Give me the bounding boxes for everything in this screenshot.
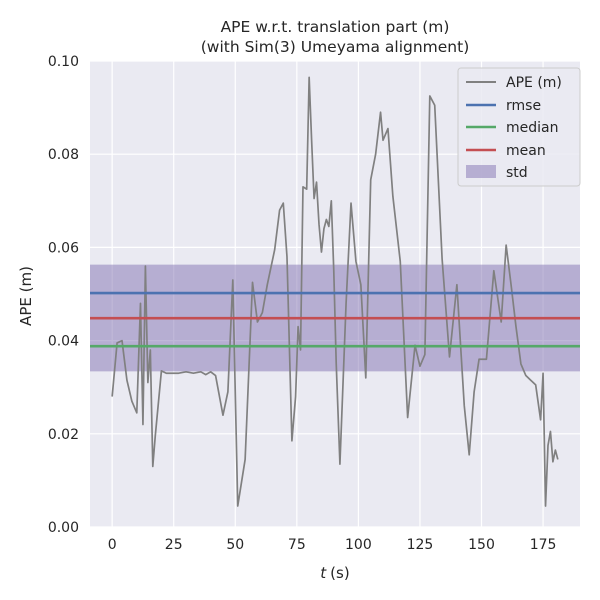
y-tick-label: 0.02 xyxy=(48,427,79,443)
series-layer xyxy=(111,76,559,507)
y-tick-label: 0.08 xyxy=(48,147,79,163)
y-tick-label: 0.10 xyxy=(48,54,79,70)
legend: APE (m) rmse median mean std xyxy=(457,67,581,187)
x-axis-label-var: t xyxy=(320,564,327,582)
chart-subtitle: (with Sim(3) Umeyama alignment) xyxy=(201,38,470,56)
x-tick-label: 150 xyxy=(468,537,495,553)
ape-series-line xyxy=(111,76,559,507)
legend-label-ape: APE (m) xyxy=(506,75,562,91)
x-tick-label: 50 xyxy=(226,537,244,553)
x-tick-label: 75 xyxy=(288,537,306,553)
x-tick-label: 125 xyxy=(407,537,434,553)
y-tick-labels: 0.00 0.02 0.04 0.06 0.08 0.10 xyxy=(48,54,79,536)
x-tick-labels: 0 25 50 75 100 125 150 175 xyxy=(108,537,557,553)
x-tick-label: 175 xyxy=(530,537,557,553)
x-tick-label: 0 xyxy=(108,537,117,553)
y-tick-label: 0.06 xyxy=(48,240,79,256)
legend-swatch-std xyxy=(466,165,496,178)
y-axis-label: APE (m) xyxy=(17,266,35,326)
x-axis-label-unit: (s) xyxy=(330,564,350,582)
y-tick-label: 0.04 xyxy=(48,334,79,350)
legend-label-median: median xyxy=(506,120,558,136)
legend-label-std: std xyxy=(506,165,528,181)
legend-label-mean: mean xyxy=(506,143,546,159)
legend-label-rmse: rmse xyxy=(506,98,541,114)
x-axis-label: t (s) xyxy=(320,564,349,582)
y-tick-label: 0.00 xyxy=(48,520,79,536)
legend-frame xyxy=(457,67,581,187)
chart-title: APE w.r.t. translation part (m) xyxy=(221,18,450,36)
x-tick-label: 25 xyxy=(165,537,183,553)
stats-layer xyxy=(90,291,580,348)
x-tick-label: 100 xyxy=(345,537,372,553)
